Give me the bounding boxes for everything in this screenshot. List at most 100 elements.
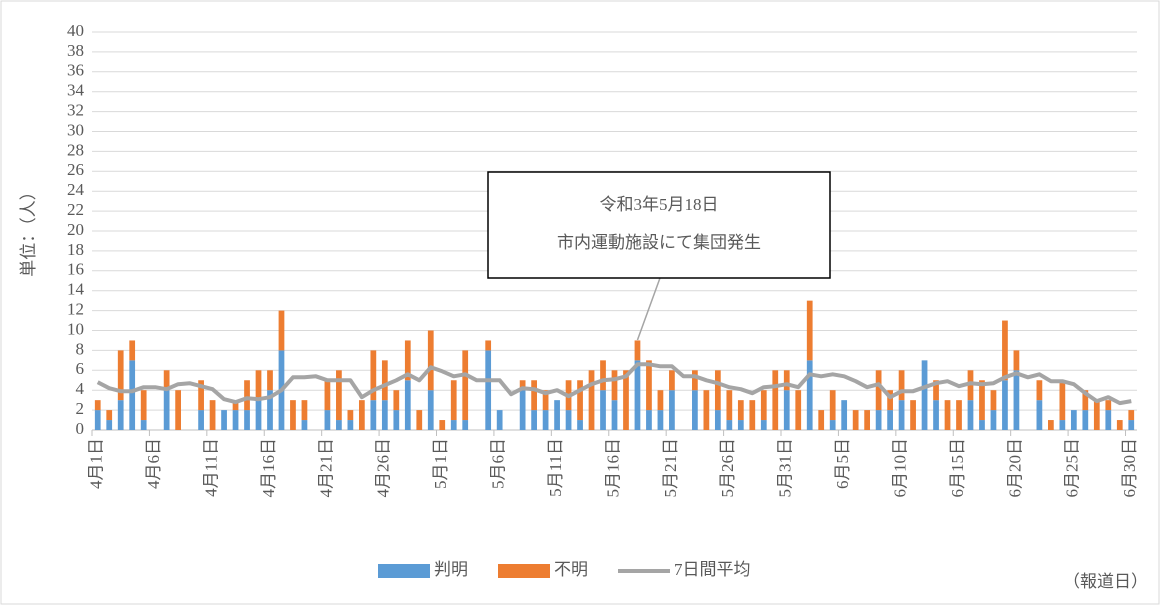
x-tick-label: 6月15日	[948, 438, 967, 498]
bar-segment	[175, 390, 181, 430]
x-tick-label: 4月26日	[374, 438, 393, 498]
y-tick-label: 6	[76, 359, 85, 378]
bar-segment	[611, 370, 618, 401]
y-tick-label: 10	[67, 319, 84, 338]
bar-segment	[140, 390, 147, 421]
bar-segment	[324, 410, 331, 430]
bar-segment	[485, 340, 492, 351]
x-tick-label: 6月10日	[890, 438, 909, 498]
x-tick-label: 5月21日	[661, 438, 680, 498]
bar-segment	[577, 380, 583, 421]
bar-segment	[381, 400, 388, 430]
bar-segment	[117, 400, 124, 430]
bar-segment	[737, 400, 744, 421]
bar-segment	[703, 390, 710, 430]
annotation-leader	[636, 277, 661, 341]
bar-segment	[404, 340, 411, 381]
bar-segment	[117, 350, 124, 401]
bar-segment	[163, 390, 170, 430]
bar-segment	[1105, 410, 1112, 430]
bar-segment	[163, 370, 170, 391]
bar-segment	[692, 390, 698, 430]
bar-segment	[714, 410, 721, 430]
bar-segment	[887, 410, 893, 430]
bar-segment	[531, 380, 537, 411]
bar-segment	[657, 390, 664, 411]
bar-segment	[979, 420, 985, 430]
bar-segment	[565, 410, 572, 430]
bar-segment	[301, 420, 308, 430]
x-tick-label: 5月11日	[546, 438, 565, 497]
bar-segment	[600, 390, 606, 430]
bar-segment	[600, 360, 606, 391]
y-tick-label: 34	[67, 81, 85, 100]
x-tick-label: 6月5日	[833, 438, 852, 489]
y-tick-label: 32	[67, 101, 84, 120]
bar-segment	[979, 380, 985, 421]
bar-segment	[1116, 420, 1123, 430]
bar-segment	[496, 410, 503, 430]
bar-segment	[646, 360, 652, 411]
bar-segment	[1036, 380, 1043, 401]
bar-segment	[232, 400, 239, 411]
bar-segment	[94, 400, 101, 411]
bar-segment	[232, 410, 239, 430]
bar-segment	[1128, 420, 1135, 430]
bar-segment	[255, 400, 262, 430]
y-tick-label: 22	[67, 200, 84, 219]
x-tick-label: 6月20日	[1005, 438, 1024, 498]
bar-segment	[795, 390, 802, 430]
y-tick-label: 16	[67, 260, 84, 279]
y-tick-label: 38	[67, 41, 84, 60]
bar-segment	[577, 420, 583, 430]
bar-segment	[726, 420, 733, 430]
x-tick-label: 5月1日	[431, 438, 450, 489]
bar-segment	[244, 410, 250, 430]
bar-segment	[646, 410, 652, 430]
y-tick-label: 24	[67, 180, 85, 199]
bar-segment	[381, 360, 388, 401]
bar-segment	[1048, 420, 1054, 430]
x-tick-label: 6月25日	[1063, 438, 1082, 498]
x-axis-label: （報道日）	[1063, 572, 1148, 591]
bar-segment	[1128, 410, 1135, 421]
bar-segment	[106, 410, 113, 421]
bar-segment	[462, 350, 469, 421]
bar-segment	[450, 380, 457, 421]
bar-segment	[336, 370, 342, 421]
bar-segment	[267, 370, 273, 391]
bar-segment	[439, 420, 446, 430]
annotation-text: 市内運動施設にて集団発生	[557, 233, 761, 252]
bar-segment	[209, 400, 216, 430]
bar-segment	[1002, 320, 1008, 381]
y-axis-label: 単位：（人）	[19, 183, 38, 277]
bar-segment	[129, 360, 136, 430]
bar-segment	[806, 360, 813, 430]
y-tick-label: 36	[67, 61, 84, 80]
bar-segment	[933, 380, 939, 401]
bar-segment	[898, 400, 905, 430]
bar-segment	[864, 410, 871, 430]
bar-segment	[841, 400, 848, 430]
annotation-text: 令和3年5月18日	[600, 195, 719, 214]
bar-segment	[921, 360, 928, 430]
bar-segment	[1059, 380, 1066, 421]
bar-segment	[462, 420, 469, 430]
y-tick-label: 8	[76, 339, 85, 358]
bar-segment	[393, 410, 400, 430]
bar-segment	[554, 400, 560, 430]
annotation-box	[487, 171, 831, 279]
bar-segment	[588, 370, 595, 430]
y-tick-label: 40	[67, 21, 84, 40]
bar-segment	[94, 410, 101, 430]
x-tick-label: 4月16日	[259, 438, 278, 498]
x-tick-label: 6月30日	[1120, 438, 1139, 498]
bar-segment	[255, 370, 262, 401]
bar-segment	[967, 400, 974, 430]
legend-swatch	[378, 564, 430, 578]
bar-segment	[427, 330, 434, 391]
bar-segment	[737, 420, 744, 430]
bar-segment	[393, 390, 400, 411]
